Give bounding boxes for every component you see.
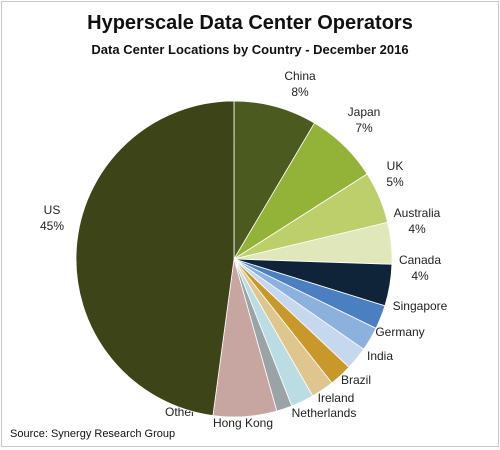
slice-label-germany: Germany xyxy=(375,325,424,339)
slice-label-singapore: Singapore xyxy=(393,299,448,313)
chart-title: Hyperscale Data Center Operators xyxy=(87,12,413,34)
slice-label-canada: Canada xyxy=(399,253,441,267)
slice-value-japan: 7% xyxy=(355,121,373,135)
slice-label-uk: UK xyxy=(387,159,404,173)
pie-slice-china xyxy=(233,100,316,261)
slice-label-japan: Japan xyxy=(348,105,381,119)
slice-value-uk: 5% xyxy=(386,175,404,189)
chart-subtitle: Data Center Locations by Country - Decem… xyxy=(91,42,409,57)
slice-label-china: China xyxy=(284,69,316,83)
slice-label-brazil: Brazil xyxy=(341,373,371,387)
slice-value-us: 45% xyxy=(40,219,64,233)
source-note: Source: Synergy Research Group xyxy=(10,428,176,440)
slice-label-australia: Australia xyxy=(394,206,441,220)
slice-label-netherlands: Netherlands xyxy=(292,406,357,420)
slice-value-canada: 4% xyxy=(411,269,429,283)
pie-slice-us xyxy=(75,100,235,417)
slice-value-china: 8% xyxy=(291,85,309,99)
slice-value-australia: 4% xyxy=(408,222,426,236)
slice-label-hong-kong: Hong Kong xyxy=(213,416,273,430)
slice-label-us: US xyxy=(44,203,61,217)
slice-label-india: India xyxy=(367,349,393,363)
slice-label-ireland: Ireland xyxy=(318,391,355,405)
